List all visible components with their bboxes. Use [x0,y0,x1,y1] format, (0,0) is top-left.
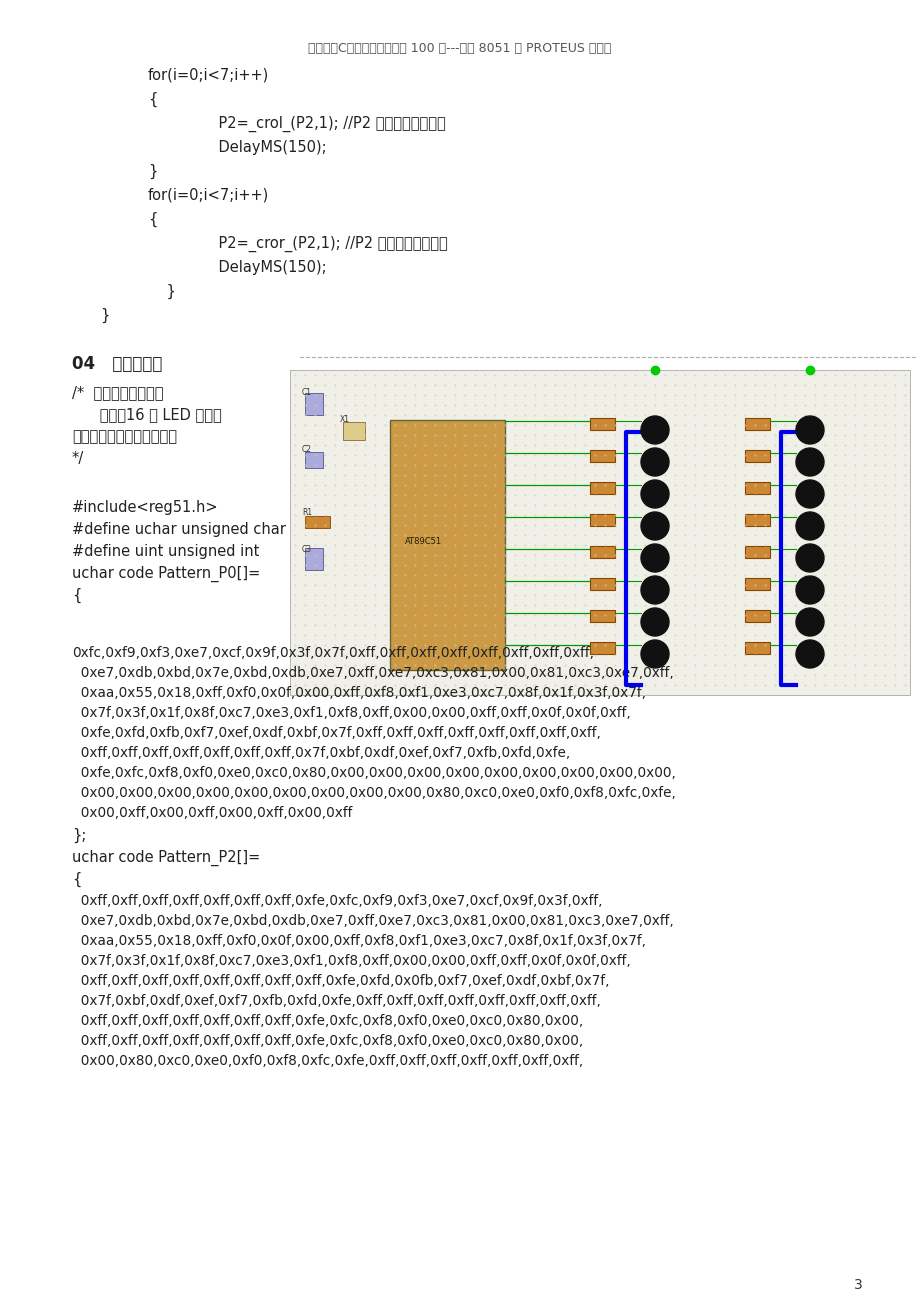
Circle shape [795,641,823,668]
Text: P2=_cror_(P2,1); //P2 的值向右循环移动: P2=_cror_(P2,1); //P2 的值向右循环移动 [199,236,448,253]
Text: 0xaa,0x55,0x18,0xff,0xf0,0x0f,0x00,0xff,0xf8,0xf1,0xe3,0xc7,0x8f,0x1f,0x3f,0x7f,: 0xaa,0x55,0x18,0xff,0xf0,0x0f,0x00,0xff,… [72,686,645,700]
Text: 0xff,0xff,0xff,0xff,0xff,0xff,0xff,0xff,0xfe,0xfd,0x0fb,0xf7,0xef,0xdf,0xbf,0x7f: 0xff,0xff,0xff,0xff,0xff,0xff,0xff,0xff,… [72,974,609,988]
Text: 按预设的多种花样变换显示: 按预设的多种花样变换显示 [72,428,176,444]
Text: P2=_crol_(P2,1); //P2 的值向左循环移动: P2=_crol_(P2,1); //P2 的值向左循环移动 [199,116,446,133]
Text: 0xaa,0x55,0x18,0xff,0xf0,0x0f,0x00,0xff,0xf8,0xf1,0xe3,0xc7,0x8f,0x1f,0x3f,0x7f,: 0xaa,0x55,0x18,0xff,0xf0,0x0f,0x00,0xff,… [72,934,645,948]
Text: };: }; [72,828,86,844]
Text: 04   花样流水灯: 04 花样流水灯 [72,355,162,372]
Text: 0xfe,0xfc,0xf8,0xf0,0xe0,0xc0,0x80,0x00,0x00,0x00,0x00,0x00,0x00,0x00,0x00,0x00,: 0xfe,0xfc,0xf8,0xf0,0xe0,0xc0,0x80,0x00,… [72,766,675,780]
Bar [589,418,614,430]
Bar [744,578,769,590]
Text: 0xe7,0xdb,0xbd,0x7e,0xbd,0xdb,0xe7,0xff,0xe7,0xc3,0x81,0x00,0x81,0xc3,0xe7,0xff,: 0xe7,0xdb,0xbd,0x7e,0xbd,0xdb,0xe7,0xff,… [72,914,673,928]
Bar [305,393,323,415]
Bar [305,516,330,529]
Text: 0xfe,0xfd,0xfb,0xf7,0xef,0xdf,0xbf,0x7f,0xff,0xff,0xff,0xff,0xff,0xff,0xff,0xff,: 0xfe,0xfd,0xfb,0xf7,0xef,0xdf,0xbf,0x7f,… [72,727,600,740]
Text: 0xff,0xff,0xff,0xff,0xff,0xff,0xff,0x7f,0xbf,0xdf,0xef,0xf7,0xfb,0xfd,0xfe,: 0xff,0xff,0xff,0xff,0xff,0xff,0xff,0x7f,… [72,746,570,760]
Bar [289,370,909,695]
Text: uchar code Pattern_P0[]=: uchar code Pattern_P0[]= [72,566,260,582]
Bar [589,611,614,622]
Text: C2: C2 [301,445,312,454]
Circle shape [641,417,668,444]
Circle shape [641,512,668,540]
Text: /*  名称：花样流水灯: /* 名称：花样流水灯 [72,385,164,400]
Text: 0xe7,0xdb,0xbd,0x7e,0xbd,0xdb,0xe7,0xff,0xe7,0xc3,0x81,0x00,0x81,0xc3,0xe7,0xff,: 0xe7,0xdb,0xbd,0x7e,0xbd,0xdb,0xe7,0xff,… [72,667,673,680]
Text: DelayMS(150);: DelayMS(150); [199,260,326,275]
Text: 0x7f,0x3f,0x1f,0x8f,0xc7,0xe3,0xf1,0xf8,0xff,0x00,0x00,0xff,0xff,0x0f,0x0f,0xff,: 0x7f,0x3f,0x1f,0x8f,0xc7,0xe3,0xf1,0xf8,… [72,706,630,720]
Text: 3: 3 [853,1279,861,1292]
Text: 0x00,0x80,0xc0,0xe0,0xf0,0xf8,0xfc,0xfe,0xff,0xff,0xff,0xff,0xff,0xff,0xff,: 0x00,0x80,0xc0,0xe0,0xf0,0xf8,0xfc,0xfe,… [72,1055,583,1068]
Text: 《单片机C语言程序设计实训 100 例---基于 8051 和 PROTEUS 仿真》: 《单片机C语言程序设计实训 100 例---基于 8051 和 PROTEUS … [308,42,611,55]
Text: 0xff,0xff,0xff,0xff,0xff,0xff,0xff,0xfe,0xfc,0xf8,0xf0,0xe0,0xc0,0x80,0x00,: 0xff,0xff,0xff,0xff,0xff,0xff,0xff,0xfe,… [72,1014,583,1029]
Circle shape [641,544,668,572]
Circle shape [795,544,823,572]
Text: AT89C51: AT89C51 [404,536,442,546]
Text: C3: C3 [301,546,312,553]
Text: 0xff,0xff,0xff,0xff,0xff,0xff,0xff,0xfe,0xfc,0xf8,0xf0,0xe0,0xc0,0x80,0x00,: 0xff,0xff,0xff,0xff,0xff,0xff,0xff,0xfe,… [72,1034,583,1048]
Bar [744,514,769,526]
Text: 0x7f,0x3f,0x1f,0x8f,0xc7,0xe3,0xf1,0xf8,0xff,0x00,0x00,0xff,0xff,0x0f,0x0f,0xff,: 0x7f,0x3f,0x1f,0x8f,0xc7,0xe3,0xf1,0xf8,… [72,954,630,967]
Bar [305,452,323,467]
Text: R1: R1 [301,508,312,517]
Circle shape [795,448,823,477]
Text: }: } [148,284,176,299]
Text: for(i=0;i<7;i++): for(i=0;i<7;i++) [148,187,269,203]
Circle shape [641,608,668,635]
Text: 0x7f,0xbf,0xdf,0xef,0xf7,0xfb,0xfd,0xfe,0xff,0xff,0xff,0xff,0xff,0xff,0xff,0xff,: 0x7f,0xbf,0xdf,0xef,0xf7,0xfb,0xfd,0xfe,… [72,993,600,1008]
Bar [744,611,769,622]
Bar [589,482,614,493]
Text: {: { [72,589,81,603]
Bar [305,548,323,570]
Text: 0xff,0xff,0xff,0xff,0xff,0xff,0xff,0xfe,0xfc,0xf9,0xf3,0xe7,0xcf,0x9f,0x3f,0xff,: 0xff,0xff,0xff,0xff,0xff,0xff,0xff,0xfe,… [72,894,602,907]
Text: {: { [72,872,81,887]
Bar [744,450,769,462]
Text: #include<reg51.h>: #include<reg51.h> [72,500,219,516]
Text: {: { [148,92,157,107]
Bar [589,546,614,559]
Text: C1: C1 [301,388,312,397]
Circle shape [641,448,668,477]
Circle shape [795,512,823,540]
Text: 0x00,0xff,0x00,0xff,0x00,0xff,0x00,0xff: 0x00,0xff,0x00,0xff,0x00,0xff,0x00,0xff [72,806,352,820]
Text: }: } [100,309,109,323]
Bar [744,482,769,493]
Bar [744,642,769,654]
Text: {: { [148,212,157,228]
Text: DelayMS(150);: DelayMS(150); [199,141,326,155]
Text: for(i=0;i<7;i++): for(i=0;i<7;i++) [148,68,269,83]
Bar [343,422,365,440]
Text: #define uchar unsigned char: #define uchar unsigned char [72,522,286,536]
Circle shape [795,575,823,604]
Bar [589,642,614,654]
Circle shape [795,417,823,444]
Text: 0xfc,0xf9,0xf3,0xe7,0xcf,0x9f,0x3f,0x7f,0xff,0xff,0xff,0xff,0xff,0xff,0xff,0xff,: 0xfc,0xf9,0xf3,0xe7,0xcf,0x9f,0x3f,0x7f,… [72,646,594,660]
Bar [589,450,614,462]
Text: X1: X1 [340,415,349,424]
Text: }: } [148,164,157,180]
Circle shape [795,480,823,508]
Text: 0x00,0x00,0x00,0x00,0x00,0x00,0x00,0x00,0x00,0x80,0xc0,0xe0,0xf0,0xf8,0xfc,0xfe,: 0x00,0x00,0x00,0x00,0x00,0x00,0x00,0x00,… [72,786,675,799]
Bar [744,546,769,559]
Bar [589,514,614,526]
Bar [390,421,505,671]
Bar [589,578,614,590]
Circle shape [641,641,668,668]
Text: */: */ [72,450,85,466]
Circle shape [795,608,823,635]
Text: uchar code Pattern_P2[]=: uchar code Pattern_P2[]= [72,850,260,866]
Text: #define uint unsigned int: #define uint unsigned int [72,544,259,559]
Bar [744,418,769,430]
Circle shape [641,480,668,508]
Circle shape [641,575,668,604]
Text: 说明：16 只 LED 分两组: 说明：16 只 LED 分两组 [72,408,221,422]
